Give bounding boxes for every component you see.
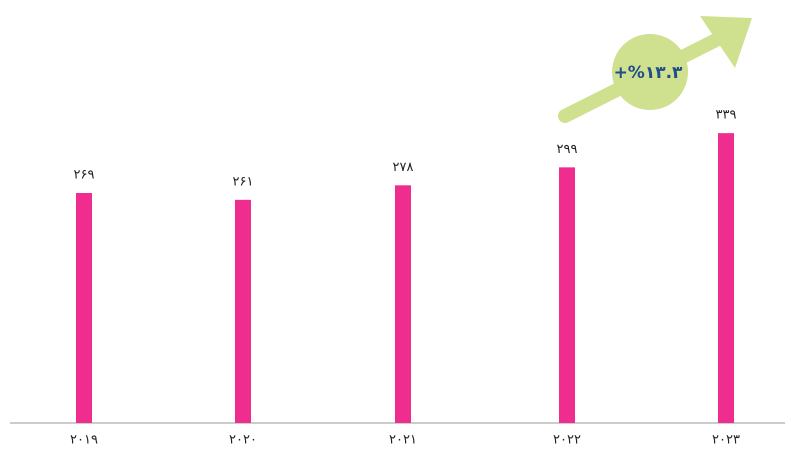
- value-label: ۲۶۱: [233, 174, 254, 189]
- annotation: +%۱۳.۳: [614, 63, 683, 83]
- x-tick-label: ۲۰۲۰: [229, 433, 257, 448]
- bar: [76, 193, 92, 423]
- bar: [559, 167, 575, 423]
- value-label: ۲۹۹: [557, 142, 578, 157]
- x-tick-label: ۲۰۲۳: [712, 433, 740, 448]
- bar: [395, 185, 411, 423]
- value-label: ۳۳۹: [716, 108, 737, 123]
- bar: [235, 199, 251, 423]
- arrow-head: [700, 16, 752, 68]
- x-tick-label: ۲۰۱۹: [70, 433, 98, 448]
- x-tick-label: ۲۰۲۲: [553, 433, 581, 448]
- x-tick-label: ۲۰۲۱: [389, 433, 417, 448]
- bar: [718, 133, 734, 423]
- growth-arrow: +%۱۳.۳: [558, 16, 752, 123]
- value-label: ۲۷۸: [393, 160, 414, 175]
- value-label: ۲۶۹: [74, 168, 95, 183]
- annotation-circle: [612, 34, 688, 110]
